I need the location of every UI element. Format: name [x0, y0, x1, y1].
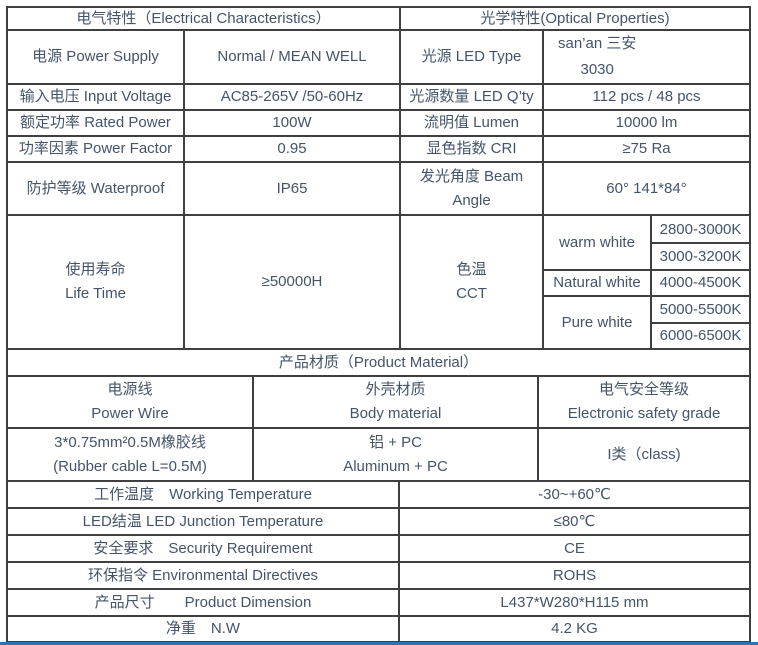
- safety-grade-header: 电气安全等级 Electronic safety grade: [537, 375, 749, 427]
- input-voltage-value: AC85-265V /50-60Hz: [183, 83, 399, 109]
- table-row: 防护等级 Waterproof IP65 发光角度 Beam Angle 60°…: [8, 161, 749, 214]
- cct-values-grid: warm white 2800-3000K 3000-3200K Natural…: [542, 214, 749, 348]
- cct-label: 色温 CCT: [399, 214, 542, 348]
- power-wire-header: 电源线 Power Wire: [8, 375, 252, 427]
- waterproof-value: IP65: [183, 161, 399, 214]
- cri-label: 显色指数 CRI: [399, 135, 542, 161]
- life-time-label: 使用寿命 Life Time: [8, 214, 183, 348]
- table-row: 输入电压 Input Voltage AC85-265V /50-60Hz 光源…: [8, 83, 749, 109]
- security-requirement-label: 安全要求 Security Requirement: [8, 534, 398, 561]
- body-material-value: 铝 + PC Aluminum + PC: [252, 427, 537, 480]
- environmental-directives-label: 环保指令 Environmental Directives: [8, 561, 398, 588]
- rated-power-label: 额定功率 Rated Power: [8, 109, 183, 135]
- cct-natural-white-name: Natural white: [544, 268, 650, 295]
- cct-natural-white-range: 4000-4500K: [650, 268, 749, 296]
- led-type-model: 3030: [580, 61, 614, 78]
- working-temperature-value: -30~+60℃: [398, 480, 749, 507]
- cri-value: ≥75 Ra: [542, 135, 749, 161]
- power-factor-label: 功率因素 Power Factor: [8, 135, 183, 161]
- product-spec-table: 电气特性（Electrical Characteristics） 光学特性(Op…: [6, 6, 751, 643]
- power-factor-value: 0.95: [183, 135, 399, 161]
- net-weight-value: 4.2 KG: [398, 615, 749, 641]
- led-qty-label: 光源数量 LED Q’ty: [399, 83, 542, 109]
- table-row: 功率因素 Power Factor 0.95 显色指数 CRI ≥75 Ra: [8, 135, 749, 161]
- product-material-header: 产品材质（Product Material）: [8, 348, 749, 375]
- net-weight-row: 净重 N.W 4.2 KG: [8, 615, 749, 641]
- input-voltage-label: 输入电压 Input Voltage: [8, 83, 183, 109]
- product-material-header-row: 产品材质（Product Material）: [8, 348, 749, 375]
- electrical-characteristics-header: 电气特性（Electrical Characteristics）: [76, 9, 331, 27]
- life-time-value: ≥50000H: [183, 214, 399, 348]
- junction-temperature-row: LED结温 LED Junction Temperature ≤80℃: [8, 507, 749, 534]
- optical-properties-header: 光学特性(Optical Properties): [399, 8, 749, 29]
- junction-temperature-value: ≤80℃: [398, 507, 749, 534]
- rated-power-value: 100W: [183, 109, 399, 135]
- section-header-row: 电气特性（Electrical Characteristics） 光学特性(Op…: [8, 8, 749, 29]
- lumen-label: 流明值 Lumen: [399, 109, 542, 135]
- cct-pure-white-name: Pure white: [544, 295, 650, 348]
- working-temperature-row: 工作温度 Working Temperature -30~+60℃: [8, 480, 749, 507]
- beam-angle-label: 发光角度 Beam Angle: [399, 161, 542, 214]
- power-supply-label: 电源 Power Supply: [8, 29, 183, 83]
- safety-grade-value: I类（class): [537, 427, 749, 480]
- environmental-directives-value: ROHS: [398, 561, 749, 588]
- waterproof-label: 防护等级 Waterproof: [8, 161, 183, 214]
- cct-warm-white-range-2: 3000-3200K: [650, 242, 749, 269]
- power-wire-value: 3*0.75mm²0.5M橡胶线 (Rubber cable L=0.5M): [8, 427, 252, 480]
- cct-warm-white-range-1: 2800-3000K: [650, 216, 749, 243]
- body-material-header: 外壳材质 Body material: [252, 375, 537, 427]
- led-type-label: 光源 LED Type: [399, 29, 542, 83]
- led-type-value: san’an 三安 3030: [542, 29, 749, 83]
- table-row: 电源 Power Supply Normal / MEAN WELL 光源 LE…: [8, 29, 749, 83]
- led-qty-value: 112 pcs / 48 pcs: [542, 83, 749, 109]
- working-temperature-label: 工作温度 Working Temperature: [8, 480, 398, 507]
- table-row: 额定功率 Rated Power 100W 流明值 Lumen 10000 lm: [8, 109, 749, 135]
- product-dimension-row: 产品尺寸 Product Dimension L437*W280*H115 mm: [8, 588, 749, 615]
- table-row: 使用寿命 Life Time ≥50000H 色温 CCT warm white…: [8, 214, 749, 348]
- beam-angle-value: 60° 141*84°: [542, 161, 749, 214]
- led-type-brand: san’an 三安: [558, 35, 637, 52]
- lumen-value: 10000 lm: [542, 109, 749, 135]
- environmental-directives-row: 环保指令 Environmental Directives ROHS: [8, 561, 749, 588]
- product-dimension-label: 产品尺寸 Product Dimension: [8, 588, 398, 615]
- bottom-accent-line: [0, 642, 758, 645]
- cct-warm-white-name: warm white: [559, 233, 635, 251]
- material-values-row: 3*0.75mm²0.5M橡胶线 (Rubber cable L=0.5M) 铝…: [8, 427, 749, 480]
- material-header-row: 电源线 Power Wire 外壳材质 Body material 电气安全等级…: [8, 375, 749, 427]
- junction-temperature-label: LED结温 LED Junction Temperature: [8, 507, 398, 534]
- product-dimension-value: L437*W280*H115 mm: [398, 588, 749, 615]
- security-requirement-row: 安全要求 Security Requirement CE: [8, 534, 749, 561]
- power-supply-value: Normal / MEAN WELL: [183, 29, 399, 83]
- cct-pure-white-range-2: 6000-6500K: [650, 321, 749, 348]
- security-requirement-value: CE: [398, 534, 749, 561]
- cct-pure-white-range-1: 5000-5500K: [650, 295, 749, 322]
- net-weight-label: 净重 N.W: [8, 615, 398, 641]
